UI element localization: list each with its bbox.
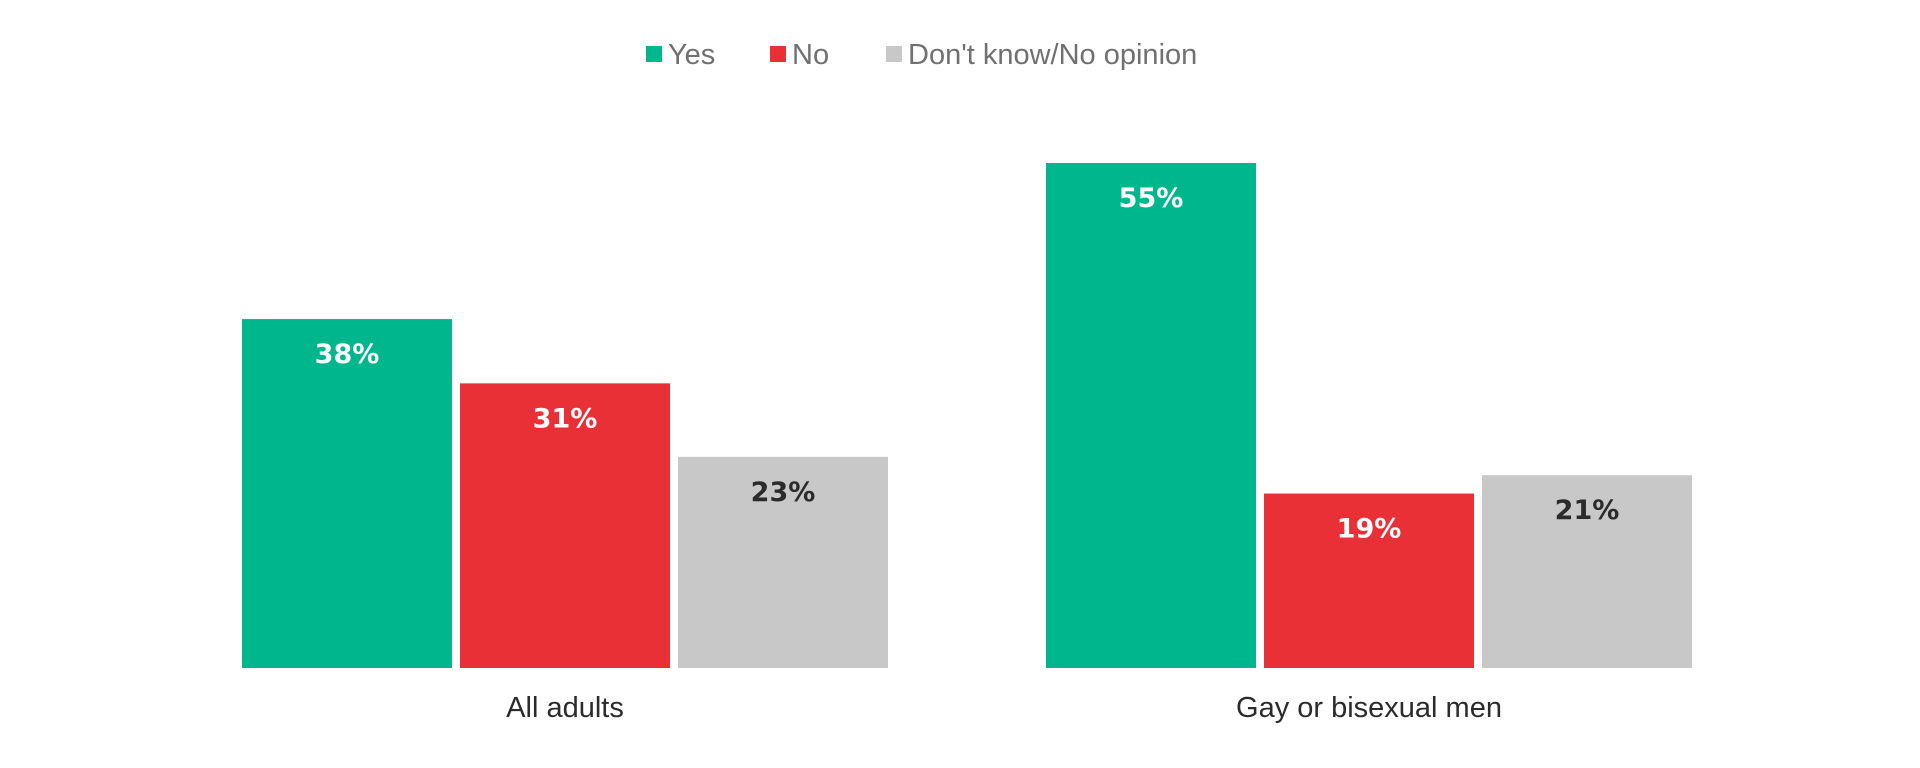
- legend-item-no: No: [770, 39, 829, 71]
- legend-label-don-t-know-no-opinion: Don't know/No opinion: [908, 39, 1197, 71]
- category-label-all-adults: All adults: [506, 692, 624, 724]
- bars: [242, 163, 1692, 668]
- data-labels: 38% 31% 23% 55% 19% 21%: [315, 183, 1620, 545]
- category-label-gay-or-bisexual-men: Gay or bisexual men: [1236, 692, 1502, 724]
- legend-label-yes: Yes: [668, 39, 715, 71]
- data-label-gay-or-bisexual-men-yes: 55%: [1119, 183, 1184, 214]
- bar-all-adults-don-t-know-no-opinion: [678, 456, 888, 668]
- bar-all-adults-yes: [242, 319, 452, 668]
- category-labels: All adults Gay or bisexual men: [506, 692, 1502, 724]
- legend-swatch-don-t-know-no-opinion: [886, 46, 902, 62]
- legend-swatch-no: [770, 46, 786, 62]
- bar-gay-or-bisexual-men-no: [1264, 493, 1474, 668]
- data-label-all-adults-yes: 38%: [315, 339, 380, 370]
- legend-item-yes: Yes: [646, 39, 715, 71]
- data-label-all-adults-don-t-know-no-opinion: 23%: [751, 477, 816, 508]
- data-label-all-adults-no: 31%: [533, 403, 598, 434]
- legend-label-no: No: [792, 39, 829, 71]
- legend-item-don-t-know-no-opinion: Don't know/No opinion: [886, 39, 1197, 71]
- bar-gay-or-bisexual-men-yes: [1046, 163, 1256, 668]
- legend: Yes No Don't know/No opinion: [646, 39, 1197, 71]
- bar-gay-or-bisexual-men-don-t-know-no-opinion: [1482, 475, 1692, 668]
- data-label-gay-or-bisexual-men-don-t-know-no-opinion: 21%: [1555, 495, 1620, 526]
- bar-all-adults-no: [460, 383, 670, 668]
- legend-swatch-yes: [646, 46, 662, 62]
- data-label-gay-or-bisexual-men-no: 19%: [1337, 514, 1402, 545]
